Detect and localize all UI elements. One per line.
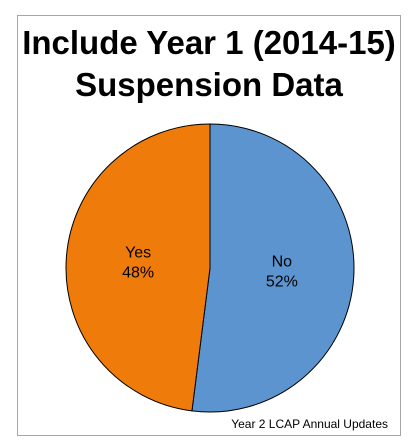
slice-label-no: No <box>272 254 293 271</box>
slice-value-no: 52% <box>266 274 298 291</box>
slice-value-yes: 48% <box>122 264 154 281</box>
chart-frame: Include Year 1 (2014-15) Suspension Data… <box>17 15 401 436</box>
pie-slice-yes <box>65 123 211 412</box>
slice-label-yes: Yes <box>125 244 151 261</box>
chart-title: Include Year 1 (2014-15) Suspension Data <box>18 22 400 106</box>
pie-slice-no <box>191 123 355 413</box>
chart-title-line-2: Suspension Data <box>75 66 343 103</box>
footnote: Year 2 LCAP Annual Updates <box>231 417 388 431</box>
pie-chart: No 52% Yes 48% <box>65 123 355 413</box>
chart-title-line-1: Include Year 1 (2014-15) <box>22 24 396 61</box>
